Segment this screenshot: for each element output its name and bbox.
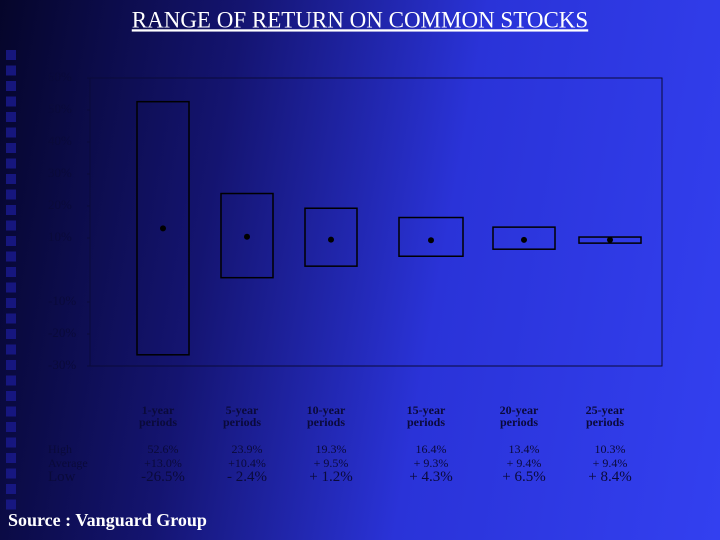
- average-dot: [607, 236, 613, 243]
- value-label: 19.3%: [315, 442, 347, 456]
- plot-frame: [89, 77, 663, 367]
- average-dot: [428, 237, 434, 244]
- value-label: + 9.3%: [413, 456, 449, 470]
- range-bar: [492, 226, 556, 250]
- average-dot: [244, 233, 250, 240]
- category-label: 20-year periods: [499, 403, 539, 429]
- value-label: +13.0%: [144, 456, 182, 470]
- y-tick-label: 20%: [48, 197, 72, 212]
- row-label: Average: [48, 456, 88, 470]
- value-label: + 1.2%: [309, 469, 353, 485]
- value-label: + 4.3%: [409, 469, 453, 485]
- chart-title: RANGE OF RETURN ON COMMON STOCKS: [132, 7, 588, 32]
- y-tick-label: -20%: [48, 325, 76, 340]
- value-label: + 9.4%: [506, 456, 542, 470]
- value-label: - 2.4%: [227, 469, 267, 485]
- source: Source : Vanguard Group: [8, 510, 207, 530]
- value-label: 10.3%: [594, 442, 626, 456]
- value-label: + 6.5%: [502, 469, 546, 485]
- decoration: [6, 50, 16, 510]
- value-label: 23.9%: [231, 442, 263, 456]
- category-label: 5-year periods: [222, 403, 261, 429]
- average-dot: [160, 225, 166, 232]
- category-label: 15-year periods: [406, 403, 446, 429]
- range-bar: [220, 192, 274, 279]
- value-label: + 9.5%: [313, 456, 349, 470]
- range-bar: [398, 216, 464, 257]
- y-tick-label: -30%: [48, 357, 76, 372]
- row-label: High: [48, 442, 72, 456]
- range-bar: [304, 207, 358, 267]
- range-bar: [136, 100, 190, 356]
- y-tick-label: 10%: [48, 229, 72, 244]
- value-label: + 9.4%: [592, 456, 628, 470]
- category-label: 1-year periods: [138, 403, 177, 429]
- y-tick-label: 40%: [48, 133, 72, 148]
- average-dot: [521, 236, 527, 243]
- value-label: + 8.4%: [588, 469, 632, 485]
- y-tick-label: 30%: [48, 165, 72, 180]
- value-label: 13.4%: [508, 442, 540, 456]
- row-label: Low: [48, 469, 76, 485]
- category-label: 10-year periods: [306, 403, 346, 429]
- category-label: 25-year periods: [585, 403, 625, 429]
- y-tick-label: 50%: [48, 101, 72, 116]
- y-tick-label: 60%: [48, 69, 72, 84]
- value-label: 52.6%: [147, 442, 179, 456]
- value-label: -26.5%: [141, 469, 185, 485]
- average-dot: [328, 236, 334, 243]
- value-label: 16.4%: [415, 442, 447, 456]
- value-label: +10.4%: [228, 456, 266, 470]
- y-tick-label: -10%: [48, 293, 76, 308]
